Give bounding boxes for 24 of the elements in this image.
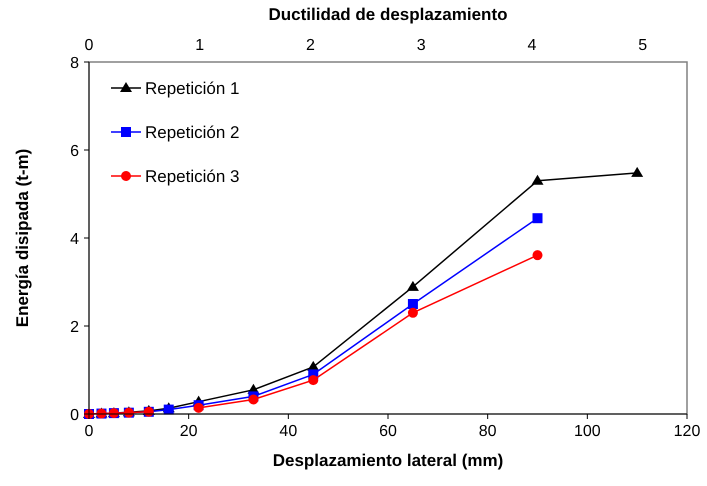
x2-tick-label: 3 — [416, 37, 426, 54]
x-tick-label: 0 — [84, 423, 94, 440]
legend-label: Repetición 1 — [145, 79, 240, 98]
x2-tick-label: 0 — [84, 37, 94, 54]
y-tick-label: 8 — [70, 55, 80, 72]
x2-tick-label: 5 — [638, 37, 648, 54]
x2-tick-label: 2 — [306, 37, 316, 54]
y-tick-label: 4 — [70, 231, 80, 248]
x2-axis-title: Ductilidad de desplazamiento — [268, 5, 508, 24]
y-axis-title: Energía disipada (t-m) — [13, 148, 32, 328]
y-tick-label: 2 — [70, 319, 80, 336]
x-tick-label: 40 — [279, 423, 298, 440]
legend-label: Repetición 2 — [145, 123, 240, 142]
x-tick-label: 100 — [574, 423, 601, 440]
y-tick-label: 6 — [70, 143, 80, 160]
x-tick-label: 120 — [674, 423, 700, 440]
x-tick-label: 20 — [180, 423, 198, 440]
x2-tick-label: 4 — [528, 37, 537, 54]
y-tick-label: 0 — [70, 407, 80, 424]
x-tick-label: 60 — [379, 423, 397, 440]
x-axis-title: Desplazamiento lateral (mm) — [272, 451, 504, 470]
legend-label: Repetición 3 — [145, 167, 240, 186]
x2-tick-label: 1 — [195, 37, 204, 54]
x-tick-label: 80 — [478, 423, 497, 440]
